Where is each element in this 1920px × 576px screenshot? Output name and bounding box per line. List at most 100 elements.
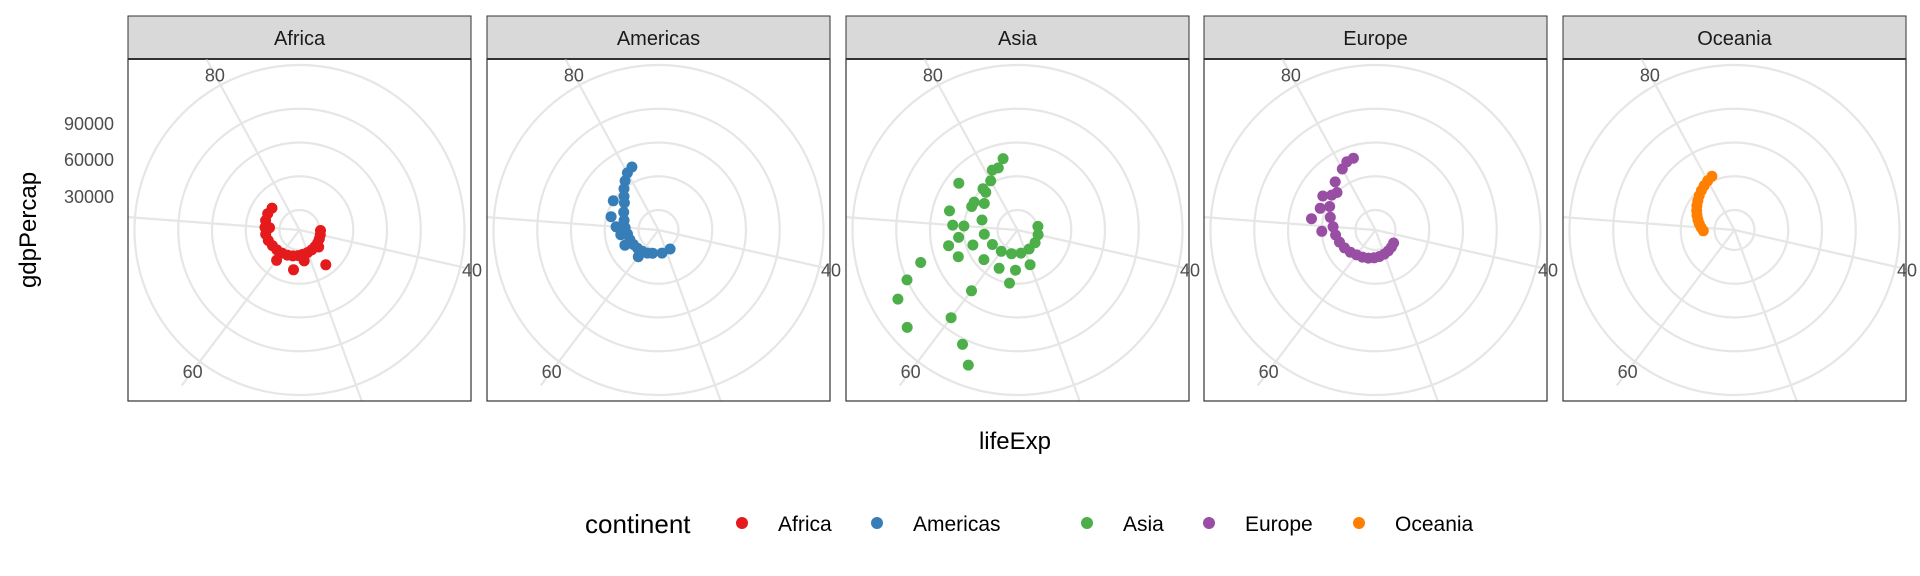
- theta-gridline: [1733, 229, 1798, 401]
- legend-label-europe: Europe: [1245, 513, 1313, 536]
- theta-tick-label: 60: [1618, 362, 1638, 382]
- legend: continent Africa Americas Asia Europe Oceani…: [585, 509, 1474, 539]
- facet-panel-oceania: Oceania 40 60 80: [1562, 15, 1917, 402]
- data-point: [952, 251, 964, 263]
- theta-gridline: [898, 229, 1019, 387]
- panel-border: [127, 58, 472, 402]
- series-europe: [1306, 152, 1400, 264]
- data-point: [266, 202, 278, 214]
- data-point: [944, 205, 955, 217]
- legend-label-africa: Africa: [778, 513, 832, 536]
- facet-panel-asia: Asia 40 60 80: [845, 15, 1200, 402]
- data-point: [618, 190, 630, 202]
- theta-gridline: [1375, 228, 1547, 271]
- data-point: [915, 257, 927, 268]
- theta-tick-label: 40: [1180, 260, 1200, 280]
- data-point: [1331, 187, 1343, 198]
- data-point: [615, 229, 627, 241]
- data-point: [978, 254, 990, 266]
- data-point: [313, 241, 325, 253]
- theta-gridline: [657, 229, 722, 401]
- data-point: [1324, 211, 1336, 223]
- theta-tick-label: 80: [1281, 66, 1301, 86]
- data-point: [1010, 264, 1021, 276]
- theta-tick-label: 80: [564, 66, 584, 86]
- theta-tick-label: 40: [821, 260, 841, 280]
- legend-key-oceania: [1353, 517, 1365, 529]
- polar-grid: [487, 59, 830, 401]
- data-point: [1015, 247, 1027, 259]
- theta-gridline: [658, 228, 830, 271]
- data-point: [618, 214, 630, 226]
- theta-gridline: [205, 59, 301, 231]
- theta-tick-label: 60: [901, 362, 921, 382]
- data-point: [945, 312, 957, 324]
- data-point: [288, 264, 299, 276]
- outer-gridline: [492, 63, 825, 397]
- data-point: [985, 175, 997, 187]
- theta-gridline: [846, 216, 1018, 232]
- radius-gridline: [1253, 107, 1498, 353]
- data-point: [610, 221, 622, 233]
- theta-tick-label: 80: [205, 66, 225, 86]
- data-point: [967, 239, 979, 251]
- radius-gridline: [603, 175, 714, 285]
- data-point: [901, 321, 913, 333]
- theta-gridline: [1615, 229, 1736, 387]
- theta-gridline: [1640, 59, 1736, 231]
- facet-panel-europe: Europe 40 60 80: [1203, 15, 1558, 402]
- data-point: [943, 240, 955, 252]
- theta-gridline: [564, 59, 660, 231]
- polar-grid: [1563, 59, 1906, 401]
- data-point: [995, 245, 1007, 257]
- data-point: [986, 239, 998, 250]
- data-point: [1024, 259, 1036, 271]
- data-point: [632, 251, 644, 263]
- data-point: [978, 228, 990, 240]
- data-point: [1032, 220, 1044, 232]
- data-point: [298, 255, 310, 267]
- theta-tick-label: 60: [183, 362, 203, 382]
- data-point: [607, 195, 619, 207]
- radius-gridline: [928, 141, 1107, 319]
- radius-gridline: [1354, 208, 1397, 252]
- panel-border: [1562, 58, 1907, 402]
- radius-gridline: [177, 107, 422, 353]
- theta-gridline: [299, 228, 471, 271]
- series-americas: [605, 161, 676, 263]
- data-point: [1316, 225, 1328, 237]
- data-point: [958, 220, 970, 232]
- polar-grid: [128, 59, 471, 401]
- x-axis-title: lifeExp: [979, 428, 1051, 455]
- theta-tick-label: 80: [1640, 66, 1660, 86]
- data-point: [1329, 176, 1341, 188]
- radius-gridline: [895, 107, 1140, 353]
- data-point: [1023, 243, 1035, 255]
- series-asia: [892, 153, 1044, 371]
- radius-gridline: [569, 141, 748, 319]
- data-point: [264, 222, 275, 234]
- theta-tick-label: 40: [462, 260, 482, 280]
- data-point: [664, 243, 676, 255]
- data-point: [901, 274, 913, 286]
- data-point: [986, 164, 998, 176]
- data-point: [962, 359, 974, 371]
- facet-strip-label: Oceania: [1697, 28, 1772, 50]
- data-point: [966, 285, 977, 297]
- data-point: [966, 201, 978, 212]
- series-africa: [259, 202, 332, 276]
- legend-label-asia: Asia: [1123, 513, 1164, 536]
- data-point: [978, 198, 990, 209]
- facet-strip: [486, 15, 831, 60]
- theta-gridline: [298, 229, 363, 401]
- data-point: [656, 247, 668, 259]
- facet-strip-label: Americas: [617, 28, 700, 50]
- data-point: [957, 338, 968, 350]
- legend-key-asia: [1081, 517, 1093, 529]
- facet-strip: [845, 15, 1190, 60]
- legend-label-americas: Americas: [913, 513, 1001, 536]
- radius-gridline: [1286, 141, 1465, 319]
- data-point: [1006, 248, 1017, 260]
- y-axis-title: gdpPercap: [15, 172, 42, 288]
